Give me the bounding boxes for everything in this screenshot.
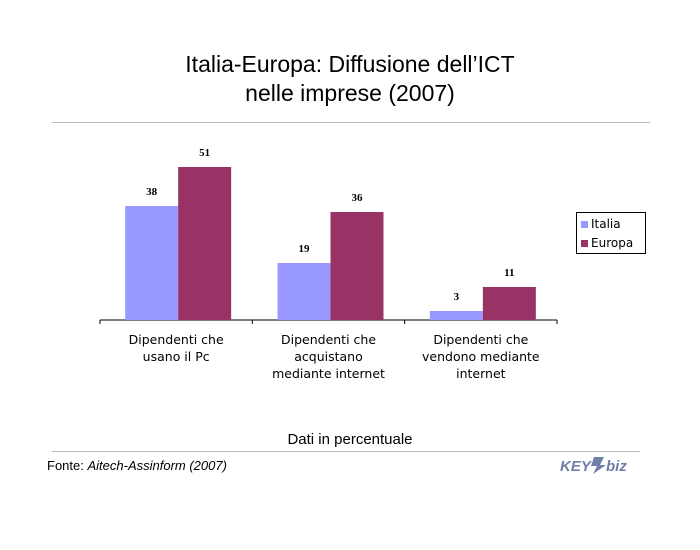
svg-text:KEY: KEY	[560, 458, 593, 475]
data-label-europa-3: 11	[504, 267, 514, 279]
data-label-italia-2: 19	[299, 243, 311, 255]
source-name: Aitech-Assinform (2007)	[87, 458, 227, 473]
chart-subtitle: Dati in percentuale	[287, 431, 413, 448]
bar-europa-3	[482, 287, 536, 320]
data-label-italia-3: 3	[454, 291, 460, 303]
legend-item-europa: Europa	[581, 235, 633, 251]
category-label-2-line-2: acquistano	[294, 349, 363, 364]
category-label-3-line-1: Dipendenti che	[433, 332, 528, 347]
data-label-italia-1: 38	[146, 186, 158, 198]
chart-title: Italia-Europa: Diffusione dell’ICT nelle…	[0, 50, 700, 108]
chart-title-line-2: nelle imprese (2007)	[245, 80, 455, 106]
bar-chart: 38 51 Dipendenti che usano il Pc 19 36 Dipende…	[99, 147, 558, 381]
category-label-3-line-3: internet	[456, 366, 506, 381]
key4biz-logo: KEY biz	[560, 457, 627, 475]
bar-italia-1	[125, 206, 179, 320]
category-label-2-line-3: mediante internet	[272, 366, 385, 381]
source-note: Fonte: Aitech-Assinform (2007)	[47, 458, 227, 473]
bar-italia-2	[277, 263, 331, 320]
source-label: Fonte:	[47, 458, 84, 473]
top-divider	[52, 122, 650, 123]
legend-label-europa: Europa	[591, 236, 634, 250]
logo-text-key: KEY	[560, 458, 593, 475]
category-label-3-line-2: vendono mediante	[422, 349, 540, 364]
legend: Italia Europa	[576, 212, 646, 254]
category-label-1-line-1: Dipendenti che	[129, 332, 224, 347]
data-label-europa-1: 51	[199, 147, 210, 159]
data-label-europa-2: 36	[352, 192, 364, 204]
legend-swatch-europa	[581, 239, 588, 247]
legend-item-italia: Italia	[581, 216, 621, 232]
bar-europa-2	[330, 212, 384, 320]
legend-label-italia: Italia	[591, 217, 621, 231]
category-label-1-line-2: usano il Pc	[143, 349, 210, 364]
legend-swatch-italia	[581, 220, 588, 228]
category-label-2-line-1: Dipendenti che	[281, 332, 376, 347]
logo-text-biz: biz	[606, 458, 627, 475]
bottom-divider	[52, 451, 640, 452]
chart-title-line-1: Italia-Europa: Diffusione dell’ICT	[185, 51, 515, 77]
logo-four-mark	[591, 457, 606, 474]
bar-italia-3	[429, 311, 483, 320]
bar-europa-1	[178, 167, 232, 320]
